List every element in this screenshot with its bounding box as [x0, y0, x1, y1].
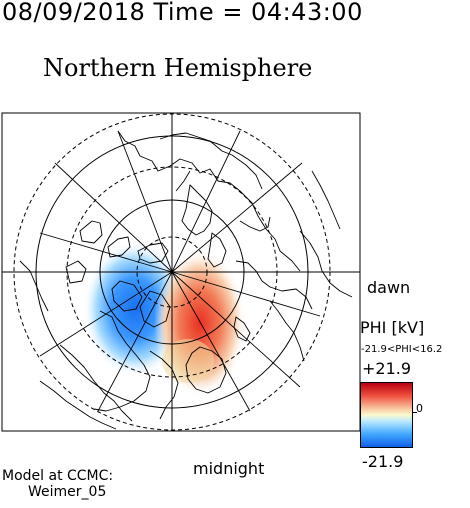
hemisphere-title: Northern Hemisphere [43, 54, 313, 82]
colorbar-range-text: -21.9<PHI<16.2 [361, 344, 443, 355]
meridian-lines [39, 130, 321, 412]
colorbar-min-label: -21.9 [362, 452, 404, 471]
polar-map [1, 112, 361, 432]
colorbar-zero-label: 0 [416, 402, 423, 415]
timestamp: 08/09/2018 Time = 04:43:00 [2, 0, 363, 26]
colorbar-quantity-label: PHI [kV] [360, 318, 425, 337]
colorbar [360, 382, 413, 448]
coastlines [19, 130, 353, 430]
dawn-label: dawn [367, 278, 411, 297]
model-credit-line2: Weimer_05 [28, 484, 107, 500]
model-credit-line1: Model at CCMC: [2, 468, 114, 484]
midnight-label: midnight [193, 459, 265, 478]
colorbar-max-label: +21.9 [362, 359, 412, 378]
colorbar-zero-tick [413, 412, 417, 413]
